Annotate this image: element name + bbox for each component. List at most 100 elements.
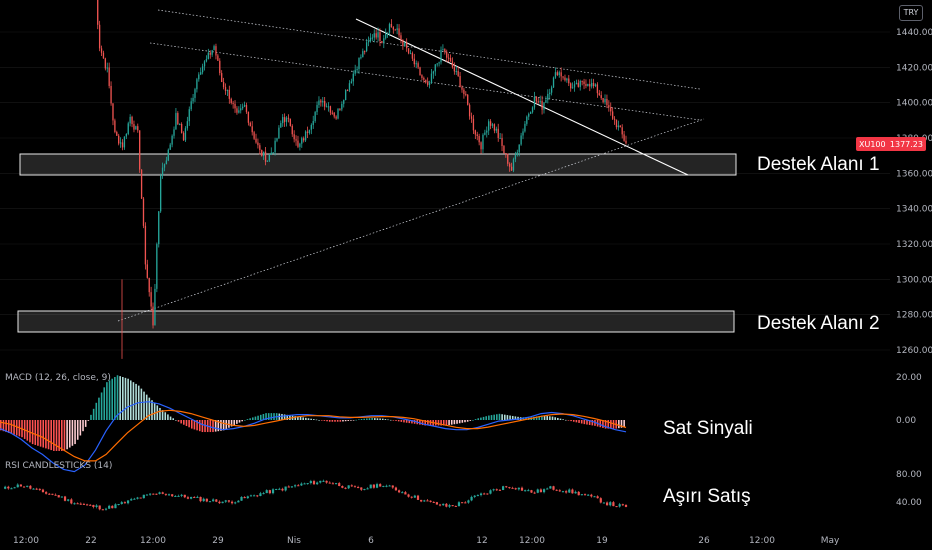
price-candle: [608, 100, 610, 112]
price-candle: [232, 100, 234, 109]
price-candle: [129, 114, 131, 127]
price-candle: [461, 85, 463, 93]
macd-hist-bar: [53, 420, 55, 451]
price-candle: [385, 28, 387, 40]
price-candle: [238, 106, 240, 114]
macd-hist-bar: [610, 420, 612, 429]
price-candle: [585, 79, 587, 89]
price-candle: [320, 98, 322, 107]
rsi-candle: [10, 487, 13, 490]
rsi-candle: [35, 487, 38, 490]
price-candle: [421, 74, 423, 81]
price-candle: [295, 135, 297, 146]
price-candle: [442, 44, 444, 51]
price-candle: [556, 70, 559, 77]
price-candle: [280, 120, 282, 128]
currency-badge[interactable]: TRY: [899, 5, 923, 21]
price-candle: [148, 277, 150, 297]
macd-hist-bar: [222, 420, 225, 431]
price-candle: [419, 66, 421, 76]
rsi-candle: [426, 499, 429, 502]
macd-hist-bar: [169, 416, 172, 420]
rsi-candle: [98, 505, 101, 511]
price-candle: [282, 114, 284, 127]
macd-hist-bar: [164, 412, 167, 420]
price-candle: [491, 122, 494, 129]
rsi-candle: [171, 494, 174, 498]
macd-hist-bar: [140, 388, 143, 420]
rsi-candle: [180, 493, 183, 498]
support-zone-1: [19, 153, 737, 176]
rsi-candle: [451, 504, 454, 507]
price-candle: [333, 111, 335, 119]
macd-hist-bar: [177, 420, 180, 422]
rsi-candle: [577, 491, 580, 496]
rsi-candle: [215, 499, 218, 503]
macd-hist-bar: [586, 420, 588, 425]
macd-hist-bar: [135, 383, 137, 420]
price-candle: [259, 143, 261, 155]
price-candle: [484, 129, 486, 136]
macd-hist-bar: [100, 392, 103, 420]
rsi-candle: [158, 491, 161, 495]
macd-hist-bar: [602, 420, 604, 428]
price-tick-label: 1300.00: [896, 275, 932, 285]
price-candle: [236, 106, 238, 115]
price-candle: [182, 131, 185, 141]
time-tick-label: May: [821, 536, 840, 546]
macd-hist-bar: [119, 376, 121, 420]
macd-hist-bar: [583, 420, 586, 425]
macd-hist-bar: [241, 420, 243, 422]
rsi-candle: [325, 480, 328, 484]
rsi-candle: [73, 502, 76, 505]
macd-hist-bar: [450, 420, 453, 425]
macd-hist-bar: [358, 419, 360, 420]
rsi-candle: [530, 489, 533, 494]
macd-hist-bar: [106, 382, 108, 420]
rsi-candle: [347, 485, 350, 490]
price-candle: [446, 49, 448, 62]
price-candle: [398, 24, 400, 38]
macd-hist-bar: [307, 418, 310, 420]
price-candle: [213, 44, 215, 51]
macd-hist-bar: [397, 420, 400, 422]
price-candle: [451, 57, 454, 69]
price-candle: [293, 130, 295, 143]
macd-hist-bar: [549, 416, 551, 420]
macd-hist-bar: [562, 419, 564, 420]
macd-hist-bar: [427, 420, 429, 426]
rsi-candle: [145, 494, 149, 496]
rsi-candle: [101, 508, 104, 511]
rsi-candle: [366, 487, 369, 490]
price-candle: [140, 169, 143, 200]
price-candle: [594, 83, 597, 88]
price-candle: [131, 115, 133, 128]
price-candle: [440, 46, 442, 65]
rsi-candle: [4, 485, 7, 490]
rsi-candle: [438, 503, 442, 507]
price-tag-bg: [856, 137, 926, 151]
rsi-candle: [303, 482, 306, 485]
price-candle: [289, 118, 292, 127]
macd-hist-bar: [366, 418, 368, 420]
price-candle: [241, 103, 244, 111]
macd-hist-bar: [323, 420, 326, 421]
price-candle: [468, 103, 471, 120]
price-candle: [430, 68, 433, 84]
price-candle: [106, 62, 108, 73]
rsi-candle: [410, 496, 413, 499]
rsi-candle: [32, 488, 35, 490]
price-candle: [602, 97, 604, 104]
macd-hist-bar: [26, 420, 29, 441]
price-candle: [463, 87, 465, 99]
macd-hist-bar: [546, 416, 549, 420]
support1-label: Destek Alanı 1: [757, 154, 880, 175]
price-candle: [455, 65, 457, 75]
price-candle: [247, 111, 250, 126]
rsi-candle: [114, 503, 117, 509]
price-candle: [314, 110, 316, 123]
price-tick-label: 1420.00: [896, 63, 932, 73]
rsi-candle: [19, 484, 23, 487]
rsi-candle: [331, 481, 335, 485]
